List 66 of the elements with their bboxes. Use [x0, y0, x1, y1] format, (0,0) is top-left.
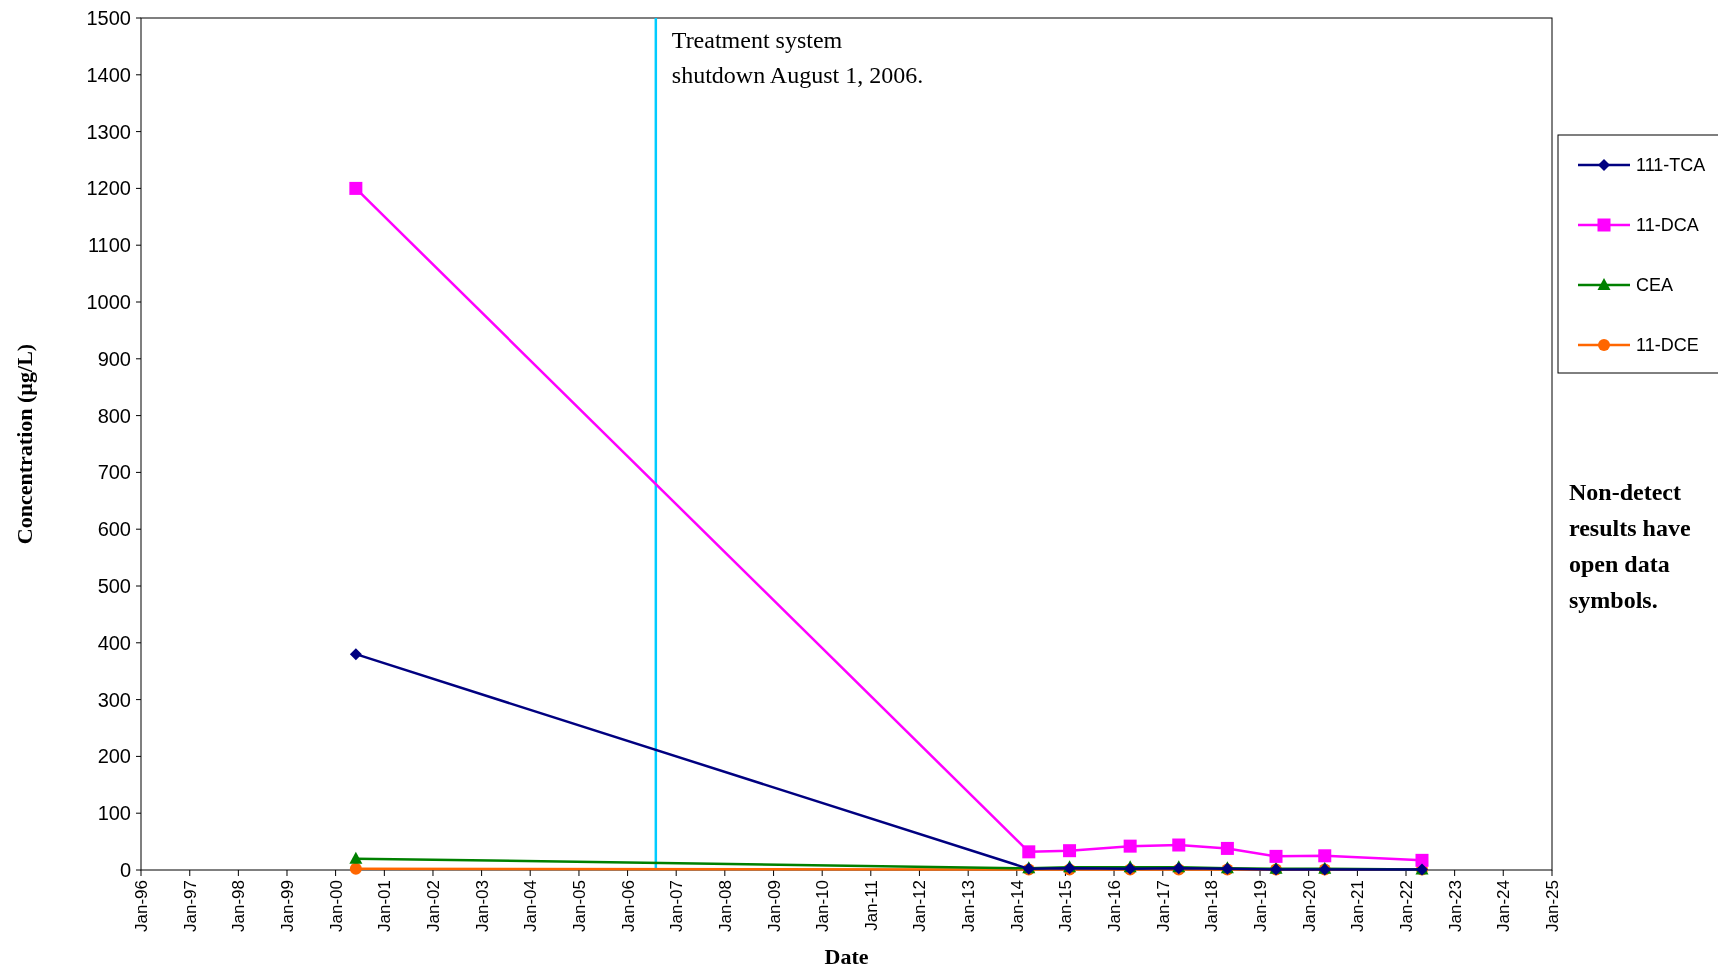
- x-tick-label: Jan-98: [229, 880, 249, 932]
- point: [1063, 844, 1077, 858]
- x-tick-label: Jan-05: [569, 880, 589, 932]
- x-tick-label: Jan-13: [959, 880, 979, 932]
- y-tick-label: 1200: [86, 177, 131, 200]
- point: [1220, 841, 1234, 855]
- point: [1022, 845, 1036, 859]
- point: [1172, 838, 1186, 852]
- legend-label: 11-DCA: [1636, 215, 1699, 236]
- x-tick-label: Jan-12: [910, 880, 930, 932]
- x-tick-label: Jan-24: [1494, 880, 1514, 932]
- point: [349, 851, 363, 864]
- x-tick-label: Jan-06: [618, 880, 638, 932]
- point: [349, 648, 362, 661]
- y-tick-label: 800: [97, 404, 131, 427]
- x-tick-label: Jan-18: [1202, 880, 1222, 932]
- y-tick-label: 1100: [87, 234, 131, 257]
- x-tick-label: Jan-01: [375, 880, 395, 932]
- text: Non-detect results have open data symbols.: [1569, 479, 1691, 613]
- point: [349, 181, 363, 195]
- x-tick-label: Jan-20: [1299, 880, 1319, 932]
- point: [1269, 849, 1283, 863]
- y-tick-label: 1500: [86, 7, 131, 29]
- x-tick-label: Jan-97: [180, 880, 200, 932]
- x-tick-label: Jan-99: [277, 880, 297, 932]
- legend-label: 111-TCA: [1636, 155, 1706, 176]
- x-tick-label: Jan-19: [1250, 880, 1270, 932]
- x-tick-label: Jan-04: [521, 880, 541, 932]
- x-tick-label: Jan-14: [1007, 880, 1027, 932]
- y-tick-label: 0: [119, 859, 131, 881]
- y-tick-label: 900: [97, 347, 131, 370]
- point: [349, 862, 362, 875]
- y-tick-label: 1400: [86, 63, 131, 86]
- x-tick-label: Jan-16: [1104, 880, 1124, 932]
- point: [1415, 853, 1429, 867]
- y-tick-label: 1000: [86, 291, 131, 313]
- x-tick-label: Jan-21: [1348, 880, 1368, 932]
- x-tick-label: Jan-11: [861, 880, 881, 931]
- x-tick-label: Jan-22: [1396, 880, 1416, 932]
- y-tick-label: 700: [97, 461, 131, 484]
- x-tick-label: Jan-08: [715, 880, 735, 932]
- x-tick-label: Jan-07: [667, 880, 687, 932]
- x-tick-label: Jan-03: [472, 880, 492, 932]
- y-axis-title: Concentration (µg/L): [12, 343, 37, 545]
- point: [1318, 849, 1332, 863]
- y-tick-label: 300: [97, 688, 131, 711]
- x-tick-label: Jan-96: [131, 880, 151, 932]
- y-tick-label: 100: [97, 802, 131, 825]
- x-tick-label: Jan-09: [764, 880, 784, 932]
- x-axis-title: Date: [824, 944, 869, 969]
- x-tick-label: Jan-23: [1445, 880, 1465, 932]
- y-tick-label: 400: [97, 631, 131, 654]
- x-tick-label: Jan-25: [1542, 880, 1562, 932]
- x-tick-label: Jan-15: [1056, 880, 1076, 932]
- y-tick-label: 1300: [86, 120, 131, 143]
- x-tick-label: Jan-02: [423, 880, 443, 932]
- x-tick-label: Jan-10: [813, 880, 833, 932]
- y-tick-label: 500: [97, 575, 131, 597]
- legend-label: CEA: [1636, 275, 1674, 296]
- x-tick-label: Jan-17: [1153, 880, 1173, 932]
- y-tick-label: 200: [97, 745, 131, 768]
- y-tick-label: 600: [97, 518, 131, 541]
- legend-label: 11-DCE: [1636, 335, 1699, 356]
- ref-line-label: Treatment system shutdown August 1, 2006.: [671, 27, 924, 88]
- x-tick-label: Jan-00: [326, 880, 346, 932]
- point: [1123, 839, 1137, 853]
